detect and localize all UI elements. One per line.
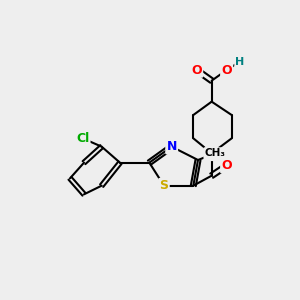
Text: O: O	[221, 159, 232, 172]
Text: N: N	[206, 147, 217, 160]
Text: S: S	[160, 179, 169, 192]
Text: Cl: Cl	[76, 132, 89, 145]
Text: O: O	[221, 64, 232, 76]
Text: O: O	[191, 64, 202, 76]
Text: N: N	[167, 140, 177, 153]
Text: CH₃: CH₃	[205, 148, 226, 158]
Text: H: H	[236, 57, 244, 67]
